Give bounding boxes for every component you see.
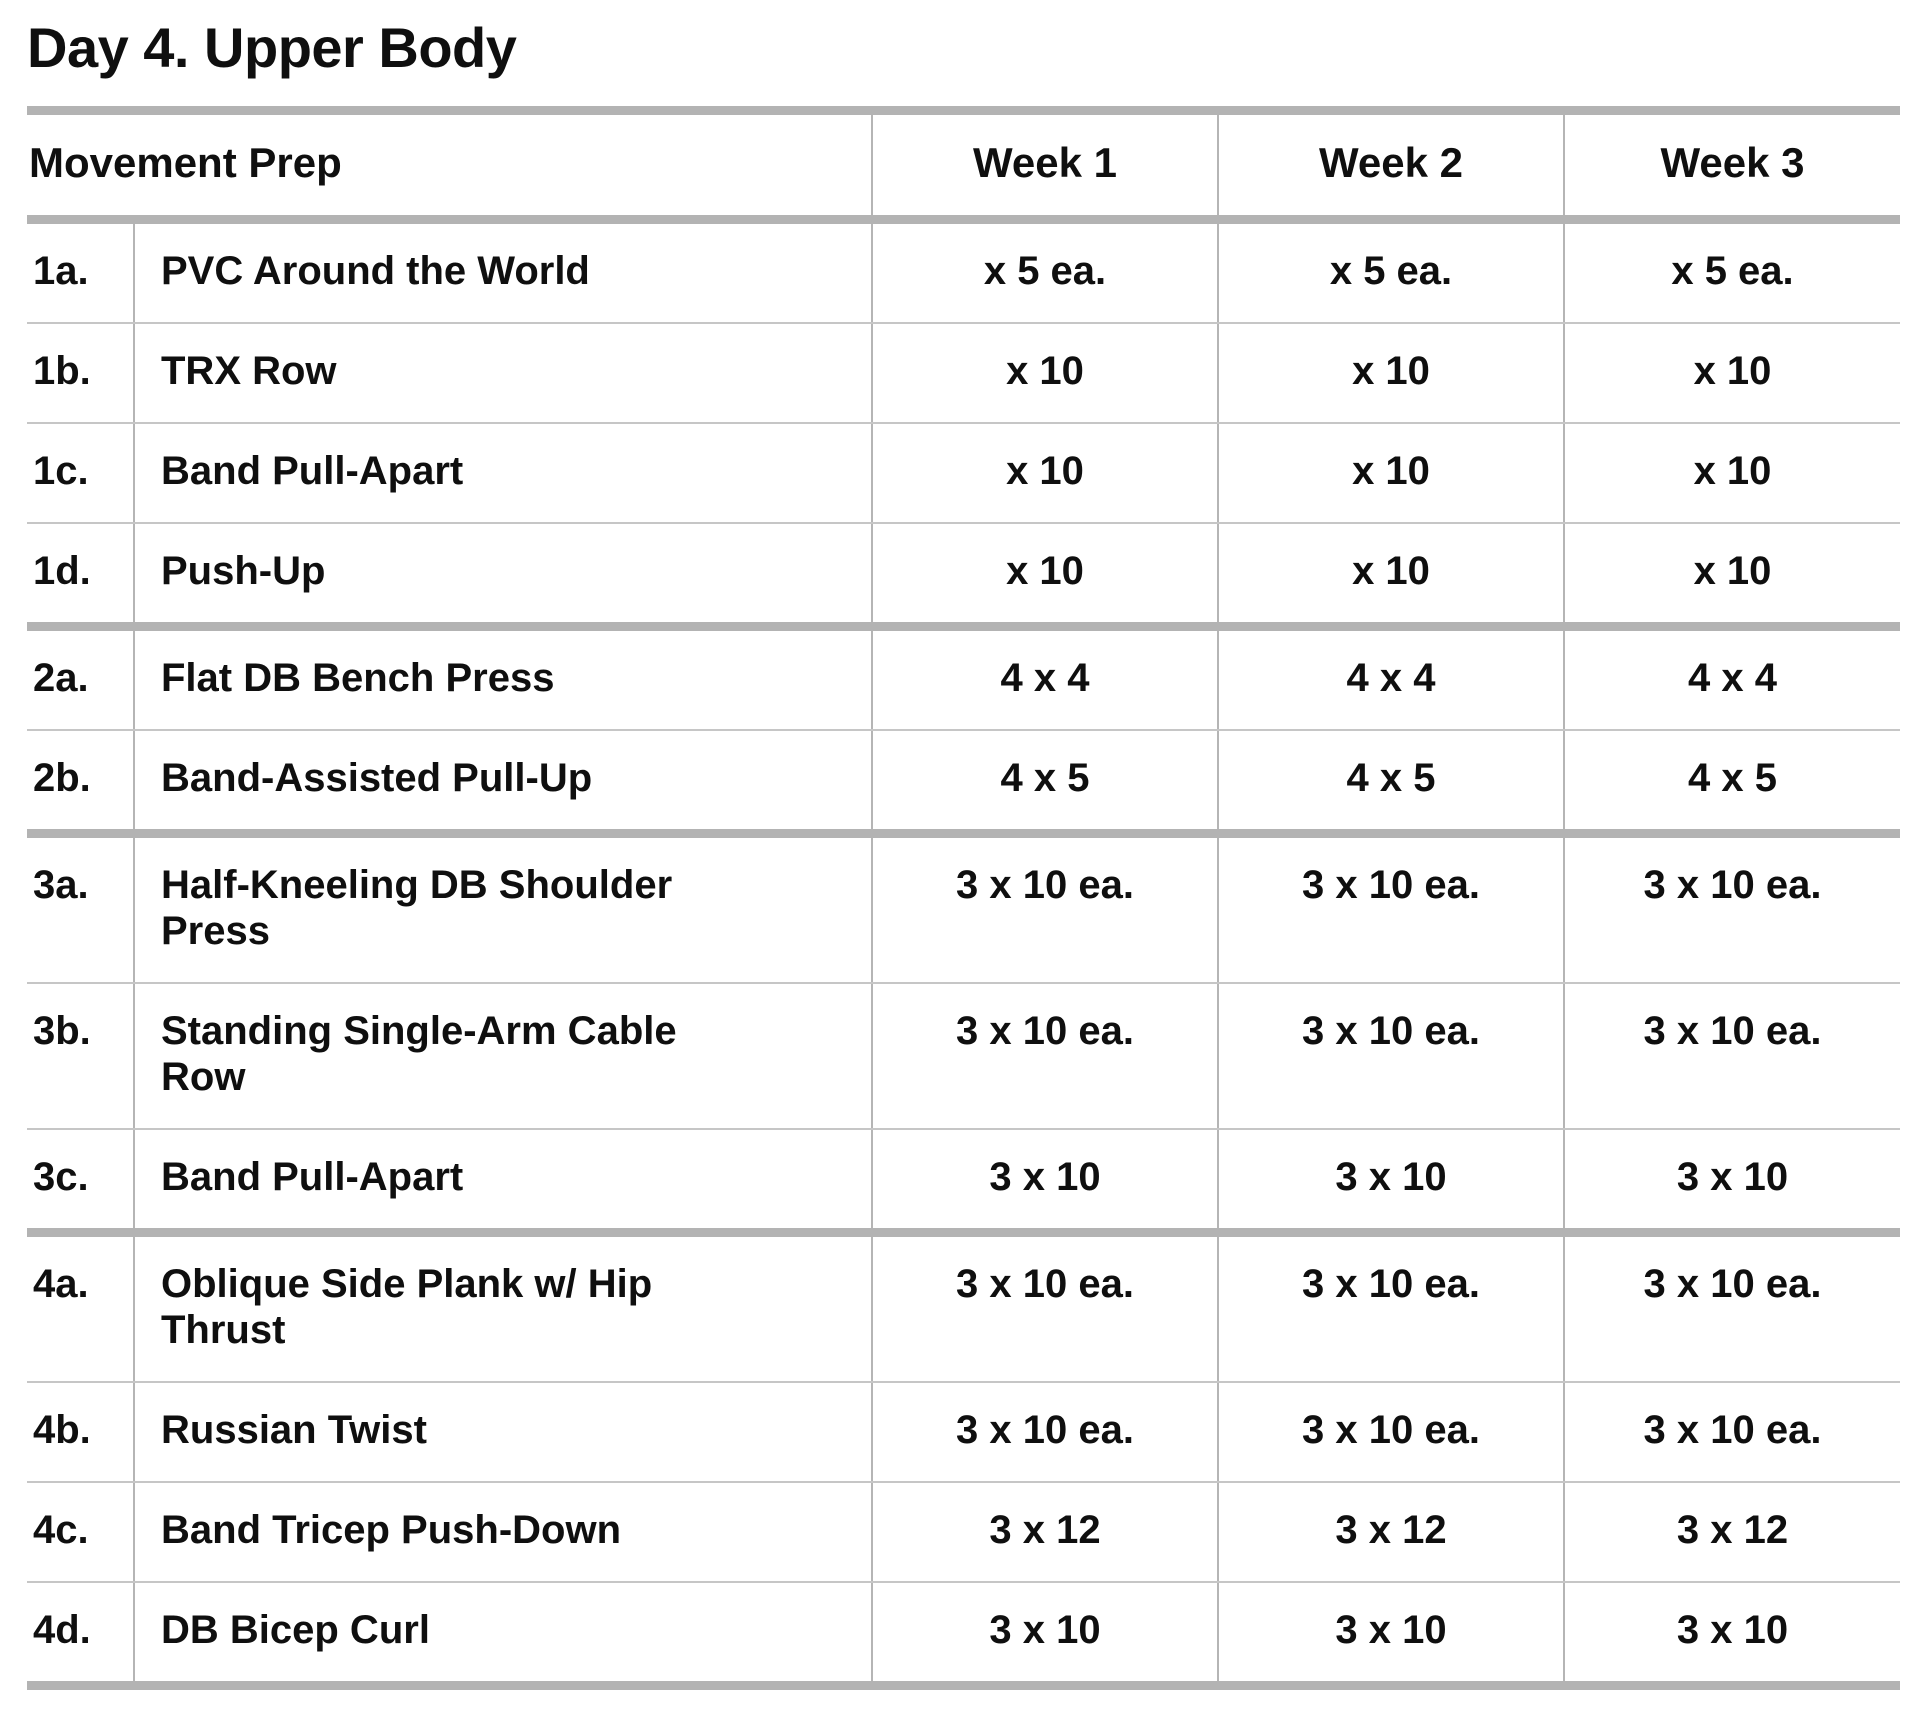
exercise-number: 3b. xyxy=(27,983,134,1131)
week1-value: x 5 ea. xyxy=(871,219,1218,325)
week3-value: 3 x 10 ea. xyxy=(1563,983,1900,1131)
column-header-week3: Week 3 xyxy=(1563,106,1900,225)
exercise-name: Standing Single-Arm Cable Row xyxy=(133,983,872,1131)
page-title: Day 4. Upper Body xyxy=(27,16,517,79)
table-row: 3b. Standing Single-Arm Cable Row 3 x 10… xyxy=(27,983,1900,1131)
exercise-number: 1b. xyxy=(27,323,134,425)
exercise-name: Russian Twist xyxy=(133,1382,872,1484)
table-row: 4d. DB Bicep Curl 3 x 10 3 x 10 3 x 10 xyxy=(27,1582,1900,1691)
exercise-name: PVC Around the World xyxy=(133,219,872,325)
exercise-name-text: Push-Up xyxy=(161,549,326,594)
week3-value: 3 x 12 xyxy=(1563,1482,1900,1584)
table-row: 2a. Flat DB Bench Press 4 x 4 4 x 4 4 x … xyxy=(27,626,1900,732)
exercise-name: Half-Kneeling DB Shoulder Press xyxy=(133,833,872,985)
week3-value: x 10 xyxy=(1563,523,1900,632)
exercise-name: Push-Up xyxy=(133,523,872,632)
week1-value: x 10 xyxy=(871,423,1218,525)
exercise-number: 1a. xyxy=(27,219,134,325)
week2-value: 3 x 10 xyxy=(1217,1582,1564,1691)
week2-value: x 10 xyxy=(1217,423,1564,525)
exercise-name-text: Flat DB Bench Press xyxy=(161,656,555,701)
week3-value: 3 x 10 ea. xyxy=(1563,833,1900,985)
week2-value: 3 x 10 ea. xyxy=(1217,833,1564,985)
exercise-number: 1c. xyxy=(27,423,134,525)
exercise-name: Band Pull-Apart xyxy=(133,1129,872,1238)
week1-value: x 10 xyxy=(871,523,1218,632)
exercise-name-text: Band Pull-Apart xyxy=(161,449,464,494)
week2-value: 3 x 10 xyxy=(1217,1129,1564,1238)
week2-value: 3 x 10 ea. xyxy=(1217,1232,1564,1384)
exercise-name-text: TRX Row xyxy=(161,349,337,394)
exercise-name-text: Standing Single-Arm Cable Row xyxy=(161,1009,677,1100)
week2-value: 3 x 10 ea. xyxy=(1217,1382,1564,1484)
exercise-number: 2b. xyxy=(27,730,134,839)
exercise-name: DB Bicep Curl xyxy=(133,1582,872,1691)
exercise-name: Band Tricep Push-Down xyxy=(133,1482,872,1584)
exercise-name-text: Band Pull-Apart xyxy=(161,1155,464,1200)
exercise-number: 3c. xyxy=(27,1129,134,1238)
week1-value: 4 x 5 xyxy=(871,730,1218,839)
week3-value: 4 x 5 xyxy=(1563,730,1900,839)
week1-value: 3 x 10 xyxy=(871,1129,1218,1238)
column-header-week2: Week 2 xyxy=(1217,106,1564,225)
exercise-number: 4b. xyxy=(27,1382,134,1484)
table-row: 4a. Oblique Side Plank w/ Hip Thrust 3 x… xyxy=(27,1232,1900,1384)
table-row: 4c. Band Tricep Push-Down 3 x 12 3 x 12 … xyxy=(27,1482,1900,1584)
week3-value: 4 x 4 xyxy=(1563,626,1900,732)
week1-value: 3 x 12 xyxy=(871,1482,1218,1584)
exercise-name: Band Pull-Apart xyxy=(133,423,872,525)
exercise-name-text: DB Bicep Curl xyxy=(161,1608,430,1653)
exercise-name-text: Band-Assisted Pull-Up xyxy=(161,756,593,801)
exercise-name: Band-Assisted Pull-Up xyxy=(133,730,872,839)
week1-value: 3 x 10 ea. xyxy=(871,1382,1218,1484)
table-row: 4b. Russian Twist 3 x 10 ea. 3 x 10 ea. … xyxy=(27,1382,1900,1484)
exercise-name-text: PVC Around the World xyxy=(161,249,590,294)
week3-value: 3 x 10 xyxy=(1563,1129,1900,1238)
week1-value: 3 x 10 xyxy=(871,1582,1218,1691)
table-row: 3a. Half-Kneeling DB Shoulder Press 3 x … xyxy=(27,833,1900,985)
week3-value: x 10 xyxy=(1563,323,1900,425)
exercise-number: 2a. xyxy=(27,626,134,732)
week1-value: 3 x 10 ea. xyxy=(871,833,1218,985)
week2-value: x 10 xyxy=(1217,323,1564,425)
exercise-name: TRX Row xyxy=(133,323,872,425)
week2-value: x 10 xyxy=(1217,523,1564,632)
exercise-name-text: Band Tricep Push-Down xyxy=(161,1508,622,1553)
week2-value: x 5 ea. xyxy=(1217,219,1564,325)
exercise-name-text: Russian Twist xyxy=(161,1408,427,1453)
week2-value: 4 x 4 xyxy=(1217,626,1564,732)
table-row: 3c. Band Pull-Apart 3 x 10 3 x 10 3 x 10 xyxy=(27,1129,1900,1238)
exercise-number: 4d. xyxy=(27,1582,134,1691)
week3-value: 3 x 10 ea. xyxy=(1563,1232,1900,1384)
exercise-name: Oblique Side Plank w/ Hip Thrust xyxy=(133,1232,872,1384)
exercise-number: 4c. xyxy=(27,1482,134,1584)
table-row: 1c. Band Pull-Apart x 10 x 10 x 10 xyxy=(27,423,1900,525)
week3-value: 3 x 10 ea. xyxy=(1563,1382,1900,1484)
week2-value: 4 x 5 xyxy=(1217,730,1564,839)
exercise-name-text: Half-Kneeling DB Shoulder Press xyxy=(161,863,673,954)
column-header-week1: Week 1 xyxy=(871,106,1218,225)
week1-value: 4 x 4 xyxy=(871,626,1218,732)
week1-value: 3 x 10 ea. xyxy=(871,1232,1218,1384)
week2-value: 3 x 12 xyxy=(1217,1482,1564,1584)
table-row: 1a. PVC Around the World x 5 ea. x 5 ea.… xyxy=(27,219,1900,325)
exercise-name-text: Oblique Side Plank w/ Hip Thrust xyxy=(161,1262,653,1353)
exercise-number: 3a. xyxy=(27,833,134,985)
table-row: 1d. Push-Up x 10 x 10 x 10 xyxy=(27,523,1900,632)
exercise-number: 4a. xyxy=(27,1232,134,1384)
week2-value: 3 x 10 ea. xyxy=(1217,983,1564,1131)
week3-value: 3 x 10 xyxy=(1563,1582,1900,1691)
week3-value: x 10 xyxy=(1563,423,1900,525)
column-header-movement-prep: Movement Prep xyxy=(27,106,872,225)
table-row: 2b. Band-Assisted Pull-Up 4 x 5 4 x 5 4 … xyxy=(27,730,1900,839)
workout-table: Movement Prep Week 1 Week 2 Week 3 1a. P… xyxy=(27,106,1900,1691)
exercise-name: Flat DB Bench Press xyxy=(133,626,872,732)
week1-value: 3 x 10 ea. xyxy=(871,983,1218,1131)
exercise-number: 1d. xyxy=(27,523,134,632)
week1-value: x 10 xyxy=(871,323,1218,425)
week3-value: x 5 ea. xyxy=(1563,219,1900,325)
table-header-row: Movement Prep Week 1 Week 2 Week 3 xyxy=(27,106,1900,225)
table-row: 1b. TRX Row x 10 x 10 x 10 xyxy=(27,323,1900,425)
